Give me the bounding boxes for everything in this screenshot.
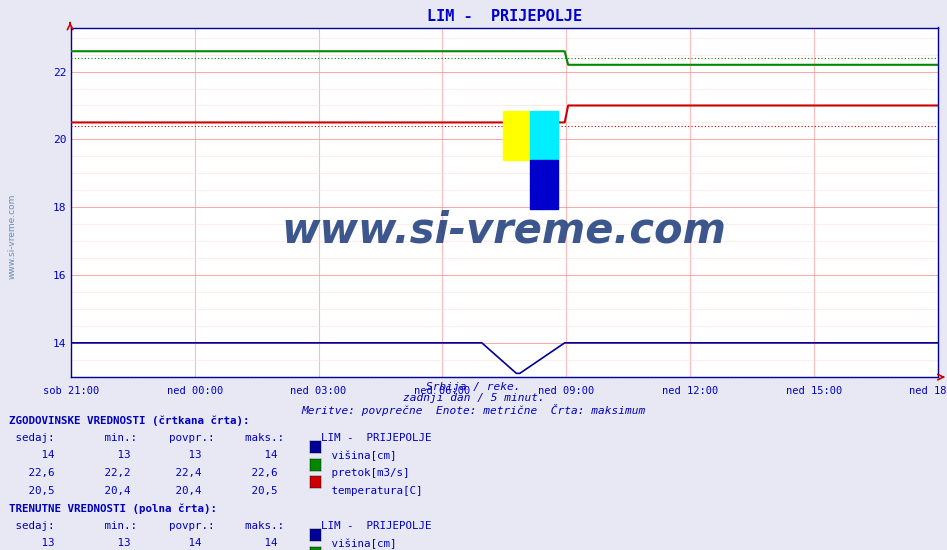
Text: 20,5: 20,5 xyxy=(9,486,55,496)
Text: 14: 14 xyxy=(9,450,55,460)
Text: 13: 13 xyxy=(9,538,55,548)
Text: 13: 13 xyxy=(85,450,131,460)
Text: 14: 14 xyxy=(156,538,202,548)
Text: višina[cm]: višina[cm] xyxy=(325,538,397,549)
Text: LIM -  PRIJEPOLJE: LIM - PRIJEPOLJE xyxy=(308,521,431,531)
Text: 14: 14 xyxy=(232,450,277,460)
Text: 14: 14 xyxy=(232,538,277,548)
Text: TRENUTNE VREDNOSTI (polna črta):: TRENUTNE VREDNOSTI (polna črta): xyxy=(9,503,218,514)
Text: Srbija / reke.: Srbija / reke. xyxy=(426,382,521,392)
Text: višina[cm]: višina[cm] xyxy=(325,450,397,461)
Text: pretok[m3/s]: pretok[m3/s] xyxy=(325,468,409,478)
Text: 13: 13 xyxy=(85,538,131,548)
Text: LIM -  PRIJEPOLJE: LIM - PRIJEPOLJE xyxy=(308,433,431,443)
Text: 20,4: 20,4 xyxy=(156,486,202,496)
Text: maks.:: maks.: xyxy=(232,521,284,531)
Title: LIM -  PRIJEPOLJE: LIM - PRIJEPOLJE xyxy=(427,9,581,24)
Bar xyxy=(530,111,558,160)
Text: sedaj:: sedaj: xyxy=(9,433,55,443)
Text: 22,6: 22,6 xyxy=(232,468,277,478)
Text: ZGODOVINSKE VREDNOSTI (črtkana črta):: ZGODOVINSKE VREDNOSTI (črtkana črta): xyxy=(9,415,250,426)
Text: maks.:: maks.: xyxy=(232,433,284,443)
Text: zadnji dan / 5 minut.: zadnji dan / 5 minut. xyxy=(402,393,545,403)
Text: 13: 13 xyxy=(156,450,202,460)
Text: 22,4: 22,4 xyxy=(156,468,202,478)
Text: temperatura[C]: temperatura[C] xyxy=(325,486,422,496)
Text: povpr.:: povpr.: xyxy=(156,521,215,531)
Text: www.si-vreme.com: www.si-vreme.com xyxy=(282,209,726,251)
Text: min.:: min.: xyxy=(85,521,137,531)
Text: www.si-vreme.com: www.si-vreme.com xyxy=(8,194,17,279)
Text: 20,4: 20,4 xyxy=(85,486,131,496)
Bar xyxy=(530,160,558,209)
Text: 22,6: 22,6 xyxy=(9,468,55,478)
Text: sedaj:: sedaj: xyxy=(9,521,55,531)
Text: 22,2: 22,2 xyxy=(85,468,131,478)
Bar xyxy=(503,111,530,160)
Text: min.:: min.: xyxy=(85,433,137,443)
Text: 20,5: 20,5 xyxy=(232,486,277,496)
Text: Meritve: povprečne  Enote: metrične  Črta: maksimum: Meritve: povprečne Enote: metrične Črta:… xyxy=(301,404,646,416)
Text: povpr.:: povpr.: xyxy=(156,433,215,443)
